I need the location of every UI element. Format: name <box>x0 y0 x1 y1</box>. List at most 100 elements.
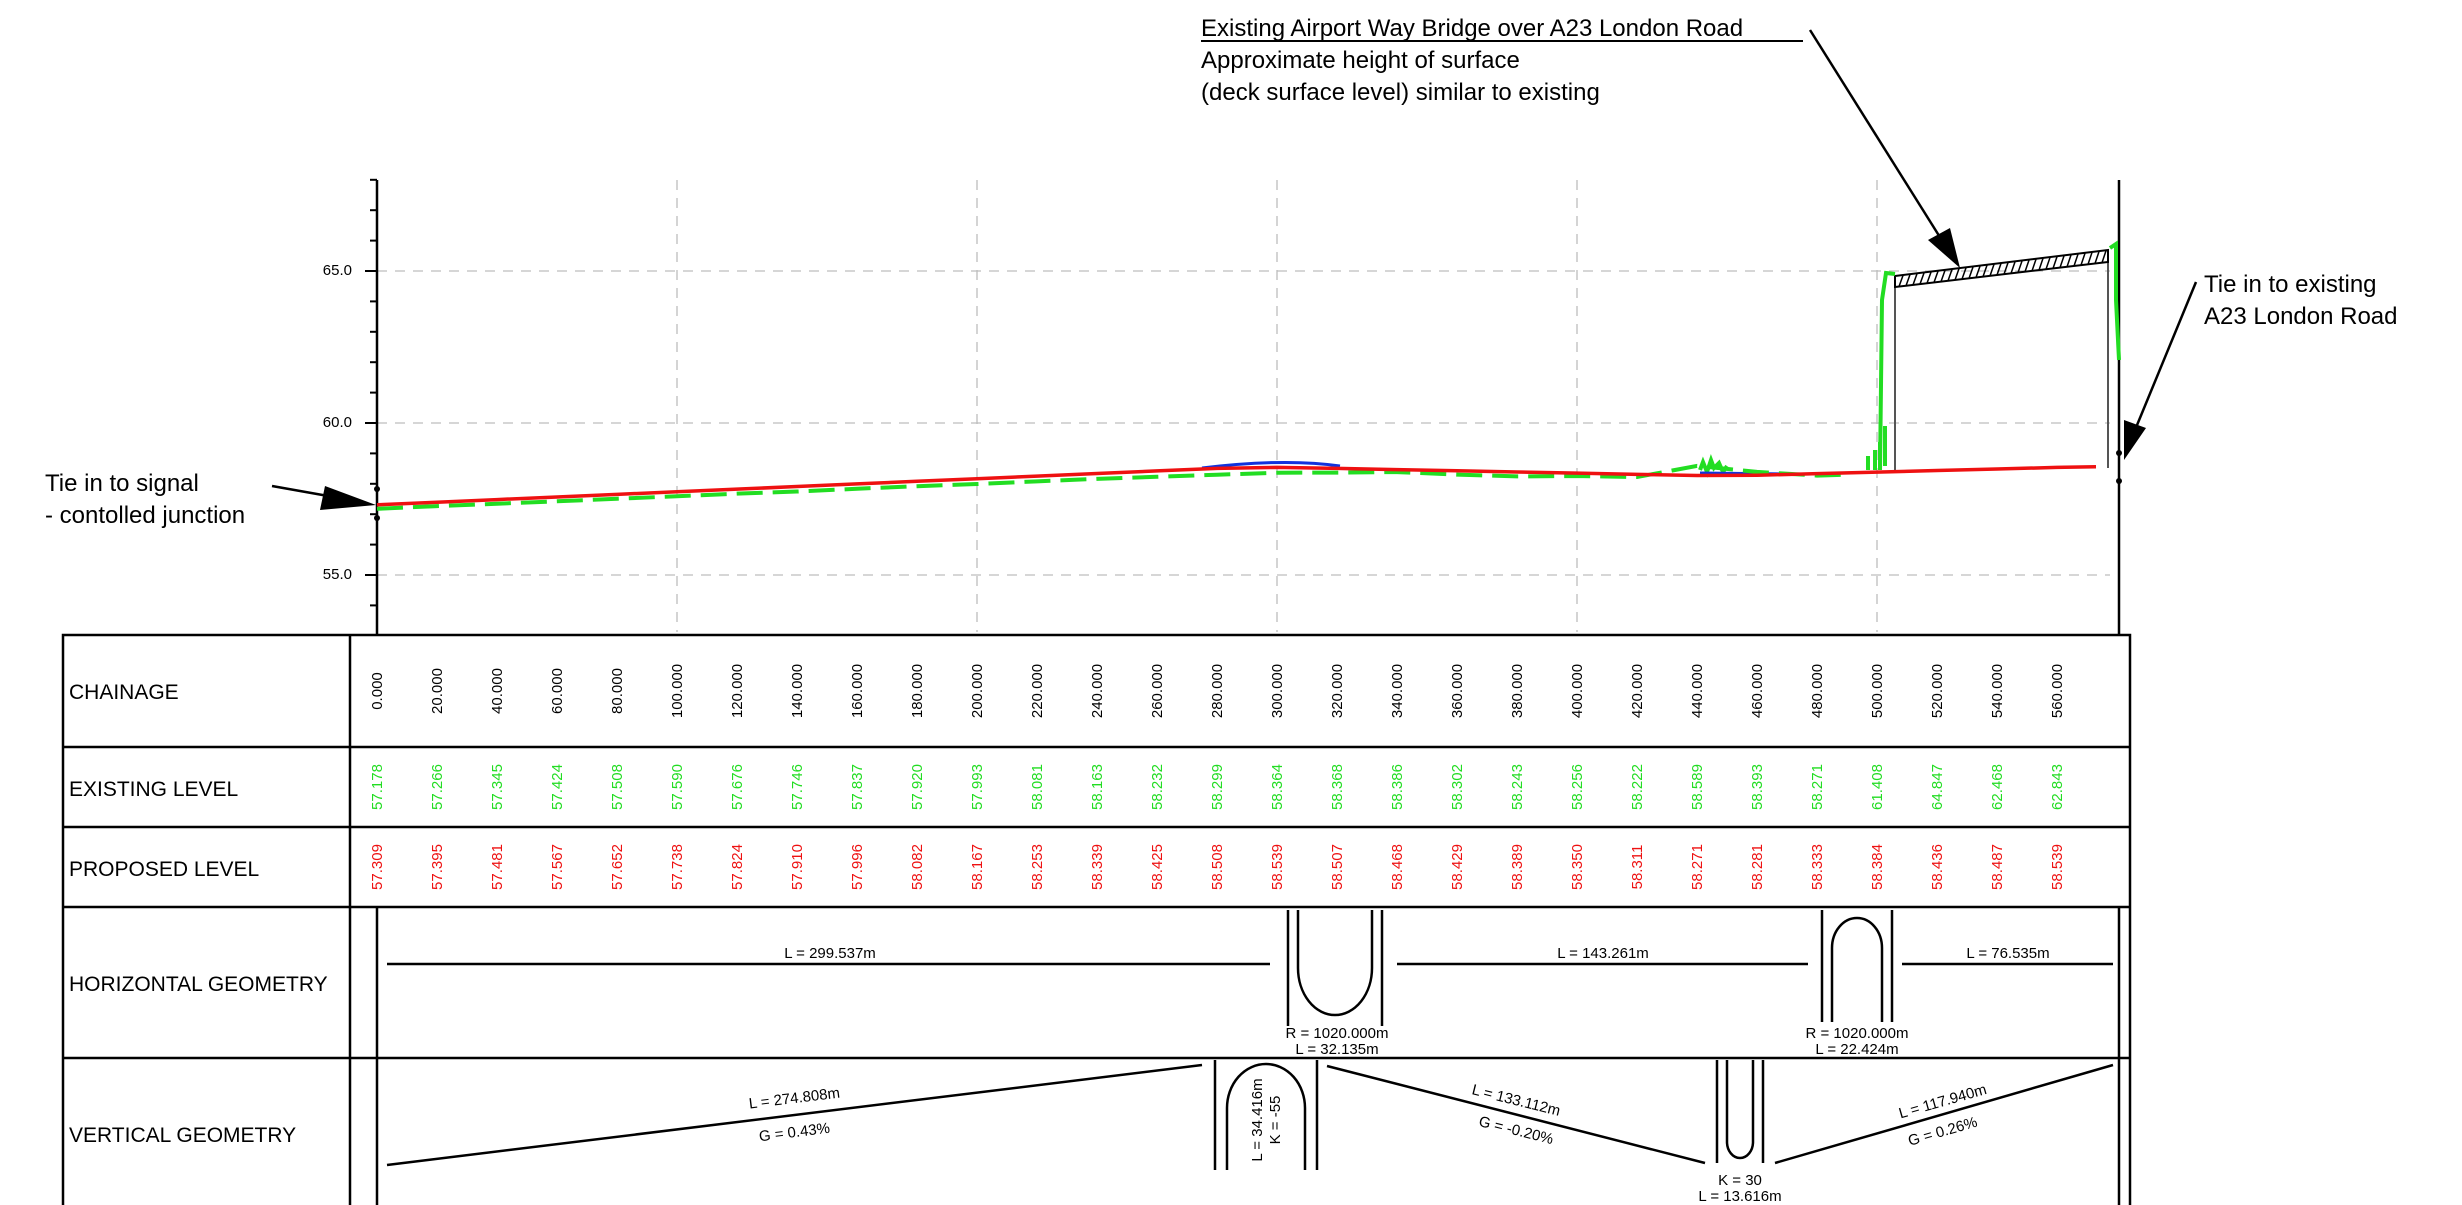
y-tick-label-60: 60.0 <box>323 414 352 431</box>
proposed-level-line <box>376 465 2097 507</box>
existing-level-value: 57.266 <box>429 764 446 810</box>
v-grade-2-gradient: G = -0.20% <box>1477 1113 1555 1148</box>
existing-level-value: 58.081 <box>1029 764 1046 810</box>
v-grade-3-gradient: G = 0.26% <box>1906 1114 1979 1150</box>
proposed-level-value: 58.167 <box>969 844 986 890</box>
proposed-level-value: 58.082 <box>909 844 926 890</box>
existing-level-value: 58.302 <box>1449 764 1466 810</box>
row-label-existing-level: EXISTING LEVEL <box>69 778 238 801</box>
chainage-value: 460.000 <box>1749 664 1766 718</box>
horizontal-geometry-band <box>387 910 2113 1026</box>
right-tie-in-leader <box>2133 281 2198 431</box>
existing-level-value: 58.589 <box>1689 764 1706 810</box>
proposed-level-value: 57.309 <box>369 844 386 890</box>
bridge-title: Existing Airport Way Bridge over A23 Lon… <box>1201 15 1743 42</box>
proposed-level-value: 58.539 <box>2049 844 2066 890</box>
v-crest-curve <box>1213 1060 1319 1170</box>
y-axis-ticks <box>365 178 377 607</box>
existing-level-value: 57.676 <box>729 764 746 810</box>
existing-level-value: 57.424 <box>549 764 566 810</box>
tie-in-point-right-top <box>2116 450 2122 456</box>
existing-level-value: 58.364 <box>1269 764 1286 810</box>
proposed-level-value: 58.425 <box>1149 844 1166 890</box>
chainage-value: 0.000 <box>369 672 386 710</box>
chainage-value: 360.000 <box>1449 664 1466 718</box>
bridge-note-line2: Approximate height of surface <box>1201 47 1520 74</box>
existing-level-value: 58.256 <box>1569 764 1586 810</box>
chainage-value: 560.000 <box>2049 664 2066 718</box>
existing-level-value: 58.271 <box>1809 764 1826 810</box>
existing-level-value: 62.468 <box>1989 764 2006 810</box>
table-values: 0.000 20.000 40.000 60.000 80.000 100.000 120.… <box>369 664 2066 890</box>
chainage-value: 380.000 <box>1509 664 1526 718</box>
h-curve-1-length: L = 32.135m <box>1295 1041 1378 1058</box>
existing-level-value: 58.393 <box>1749 764 1766 810</box>
v-sag-k: K = 30 <box>1718 1172 1762 1189</box>
h-curve-1 <box>1286 910 1384 1026</box>
existing-level-value: 62.843 <box>2049 764 2066 810</box>
row-label-vertical-geometry: VERTICAL GEOMETRY <box>69 1124 296 1147</box>
existing-level-value: 58.386 <box>1389 764 1406 810</box>
left-tie-in-line1: Tie in to signal <box>45 470 199 497</box>
row-label-chainage: CHAINAGE <box>69 681 179 704</box>
proposed-level-value: 58.350 <box>1569 844 1586 890</box>
row-label-proposed-level: PROPOSED LEVEL <box>69 858 259 881</box>
existing-level-value: 57.345 <box>489 764 506 810</box>
proposed-level-value: 57.481 <box>489 844 506 890</box>
chainage-value: 60.000 <box>549 668 566 714</box>
chainage-value: 340.000 <box>1389 664 1406 718</box>
chainage-value: 160.000 <box>849 664 866 718</box>
chainage-value: 20.000 <box>429 668 446 714</box>
chainage-value: 280.000 <box>1209 664 1226 718</box>
proposed-level-value: 58.508 <box>1209 844 1226 890</box>
proposed-level-value: 58.429 <box>1449 844 1466 890</box>
proposed-level-value: 57.996 <box>849 844 866 890</box>
proposed-level-value: 58.281 <box>1749 844 1766 890</box>
proposed-level-value: 58.333 <box>1809 844 1826 890</box>
chainage-value: 480.000 <box>1809 664 1826 718</box>
existing-level-value: 57.508 <box>609 764 626 810</box>
existing-level-value: 58.222 <box>1629 764 1646 810</box>
existing-level-value: 58.243 <box>1509 764 1526 810</box>
existing-level-value: 61.408 <box>1869 764 1886 810</box>
h-curve-2-length: L = 22.424m <box>1815 1041 1898 1058</box>
existing-level-value: 64.847 <box>1929 764 1946 810</box>
proposed-level-value: 58.311 <box>1629 845 1646 890</box>
bridge-leader-line <box>1808 29 1950 251</box>
v-grade-1-gradient: G = 0.43% <box>758 1120 831 1146</box>
existing-level-value: 57.993 <box>969 764 986 810</box>
v-sag-length: L = 13.616m <box>1698 1188 1781 1205</box>
existing-level-value: 58.299 <box>1209 764 1226 810</box>
vertical-geometry-band <box>386 1060 2114 1170</box>
proposed-level-value: 58.539 <box>1269 844 1286 890</box>
h-curve-1-radius: R = 1020.000m <box>1286 1025 1389 1042</box>
proposed-level-value: 58.389 <box>1509 844 1526 890</box>
chainage-value: 140.000 <box>789 664 806 718</box>
h-curve-2 <box>1820 910 1894 1022</box>
chainage-value: 180.000 <box>909 664 926 718</box>
chainage-value: 100.000 <box>669 664 686 718</box>
proposed-level-value: 58.436 <box>1929 844 1946 890</box>
profile-plot: 55.0 60.0 65.0 <box>323 178 2122 635</box>
chainage-value: 200.000 <box>969 664 986 718</box>
proposed-level-value: 57.910 <box>789 844 806 890</box>
chainage-value: 220.000 <box>1029 664 1046 718</box>
chainage-value: 120.000 <box>729 664 746 718</box>
y-tick-label-55: 55.0 <box>323 566 352 583</box>
right-tie-in-arrowhead <box>2124 420 2146 460</box>
chainage-value: 400.000 <box>1569 664 1586 718</box>
v-crest-length: L = 34.416m <box>1249 1078 1266 1161</box>
left-tie-in-line2: - contolled junction <box>45 502 245 529</box>
proposed-level-value: 57.824 <box>729 844 746 890</box>
existing-level-value: 57.920 <box>909 764 926 810</box>
proposed-level-value: 58.487 <box>1989 844 2006 890</box>
bridge-note-line3: (deck surface level) similar to existing <box>1201 79 1600 106</box>
v-grade-2 <box>1326 1064 1706 1165</box>
h-straight-1-length: L = 299.537m <box>784 945 876 962</box>
proposed-level-value: 58.468 <box>1389 844 1406 890</box>
chainage-value: 440.000 <box>1689 664 1706 718</box>
existing-level-value: 57.746 <box>789 764 806 810</box>
existing-level-value: 57.837 <box>849 764 866 810</box>
h-straight-2-length: L = 143.261m <box>1557 945 1649 962</box>
